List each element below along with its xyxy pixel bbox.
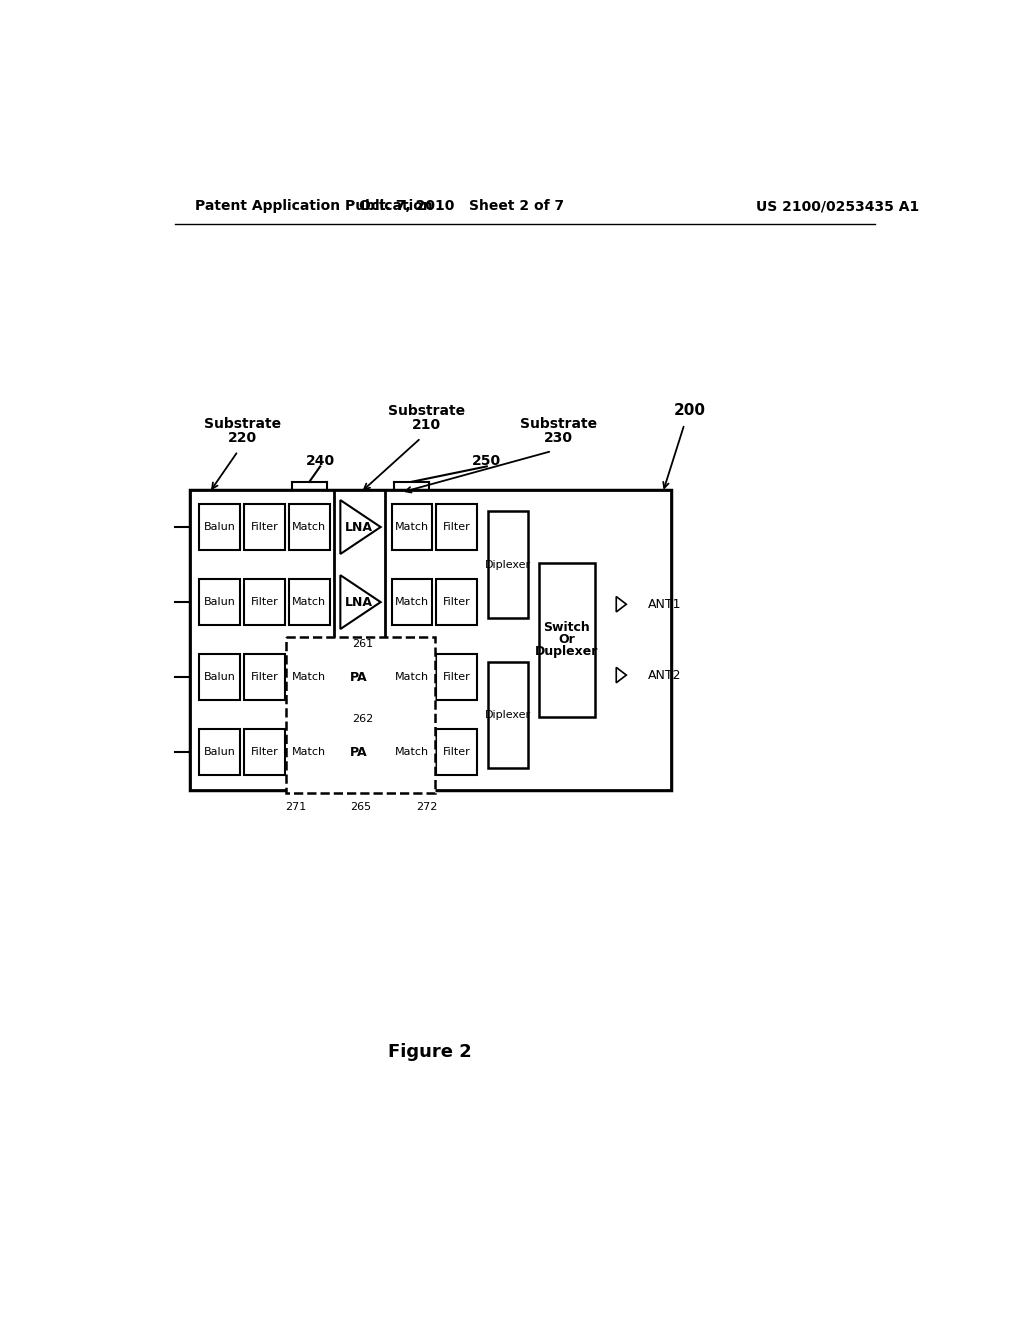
Polygon shape (340, 651, 381, 704)
Bar (289, 655, 330, 701)
Text: Switch: Switch (544, 620, 590, 634)
Text: 271: 271 (285, 801, 306, 812)
Text: 250: 250 (472, 454, 502, 469)
Text: US 2100/0253435 A1: US 2100/0253435 A1 (756, 199, 919, 213)
Bar (200, 504, 240, 550)
Text: Patent Application Publication: Patent Application Publication (195, 199, 432, 213)
Text: Substrate: Substrate (204, 417, 282, 432)
Polygon shape (616, 597, 627, 612)
Text: Filter: Filter (442, 597, 470, 607)
Text: Match: Match (394, 672, 429, 682)
Text: ANT2: ANT2 (648, 668, 682, 681)
Bar (391, 504, 432, 550)
Text: Balun: Balun (204, 521, 236, 532)
Text: LNA: LNA (344, 520, 373, 533)
Text: Filter: Filter (251, 747, 279, 758)
Bar (200, 579, 240, 626)
Text: Filter: Filter (251, 597, 279, 607)
Text: Or: Or (558, 634, 575, 647)
Bar (289, 504, 330, 550)
Text: 220: 220 (228, 430, 257, 445)
Text: 261: 261 (352, 639, 373, 649)
Text: 265: 265 (350, 801, 371, 812)
Text: Substrate: Substrate (519, 417, 597, 432)
Text: Figure 2: Figure 2 (388, 1043, 472, 1060)
Bar (487, 661, 528, 768)
Text: Diplexer: Diplexer (484, 560, 530, 569)
Text: Match: Match (394, 597, 429, 607)
Text: Balun: Balun (204, 597, 236, 607)
Bar (190, 490, 336, 789)
Text: 230: 230 (544, 430, 572, 445)
Text: Match: Match (292, 521, 327, 532)
Polygon shape (616, 668, 627, 682)
Text: Balun: Balun (204, 747, 236, 758)
Bar (539, 562, 595, 717)
Text: 200: 200 (674, 404, 706, 418)
Bar (245, 729, 285, 775)
Bar (200, 729, 240, 775)
Text: Match: Match (292, 597, 327, 607)
Bar (286, 636, 435, 793)
Text: LNA: LNA (344, 595, 373, 609)
Text: Filter: Filter (251, 521, 279, 532)
Text: Oct. 7, 2010   Sheet 2 of 7: Oct. 7, 2010 Sheet 2 of 7 (358, 199, 564, 213)
Text: 210: 210 (412, 418, 441, 432)
Bar (245, 504, 285, 550)
Bar (487, 511, 528, 618)
Text: Duplexer: Duplexer (535, 645, 598, 659)
Bar (385, 490, 671, 789)
Text: Diplexer: Diplexer (484, 710, 530, 719)
Text: 240: 240 (305, 454, 335, 469)
Text: Match: Match (292, 747, 327, 758)
Bar (436, 729, 477, 775)
Text: Match: Match (292, 672, 327, 682)
Polygon shape (340, 500, 381, 554)
Bar (245, 655, 285, 701)
Text: PA: PA (349, 746, 368, 759)
Bar (289, 579, 330, 626)
Bar (334, 490, 387, 789)
Bar (436, 655, 477, 701)
Bar (436, 504, 477, 550)
Polygon shape (340, 576, 381, 630)
Bar (289, 729, 330, 775)
Bar (200, 655, 240, 701)
Bar (391, 655, 432, 701)
Text: Substrate: Substrate (388, 404, 465, 418)
Text: Balun: Balun (204, 672, 236, 682)
Text: Filter: Filter (251, 672, 279, 682)
Text: Match: Match (394, 747, 429, 758)
Bar (436, 579, 477, 626)
Text: Filter: Filter (442, 672, 470, 682)
Text: 262: 262 (352, 714, 373, 725)
Text: Filter: Filter (442, 521, 470, 532)
Text: 272: 272 (417, 801, 438, 812)
Bar (245, 579, 285, 626)
Bar (391, 579, 432, 626)
Polygon shape (340, 725, 381, 779)
Text: ANT1: ANT1 (648, 598, 682, 611)
Text: Match: Match (394, 521, 429, 532)
Text: PA: PA (349, 671, 368, 684)
Bar (391, 729, 432, 775)
Text: Filter: Filter (442, 747, 470, 758)
Bar (190, 490, 671, 789)
